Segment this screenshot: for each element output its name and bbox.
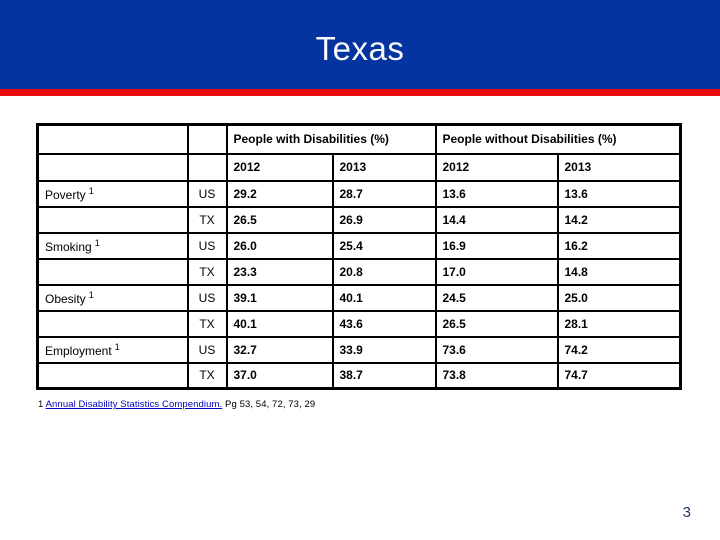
value-cell: 26.5 [434, 309, 559, 338]
value-cell: 73.8 [434, 361, 559, 390]
row-label-text: Obesity [45, 291, 86, 306]
page-number: 3 [682, 504, 691, 521]
value-cell: 14.2 [556, 205, 682, 234]
compendium-link[interactable]: Annual Disability Statistics Compendium. [45, 399, 223, 410]
row-label-text: Smoking [45, 239, 92, 254]
corner-cell-geo [186, 123, 228, 155]
row-label-footnote-ref: 1 [88, 185, 94, 196]
corner-cell-label [36, 123, 189, 155]
title-banner: Texas [0, 0, 720, 89]
value-cell: 39.1 [225, 283, 334, 312]
value-cell: 16.2 [556, 231, 682, 260]
year-header-2012-pwod: 2012 [434, 152, 559, 182]
year-header-2013-pwd: 2013 [331, 152, 437, 182]
disability-statistics-table: People with Disabilities (%) People with… [36, 123, 682, 390]
row-label-cell: Poverty 1 [36, 179, 189, 208]
value-cell: 24.5 [434, 283, 559, 312]
group-header-with-disabilities: People with Disabilities (%) [225, 123, 437, 155]
slide-title: Texas [315, 29, 405, 67]
value-cell: 17.0 [434, 257, 559, 286]
row-label-text: Poverty [45, 187, 86, 202]
value-cell: 73.6 [434, 335, 559, 364]
value-cell: 13.6 [434, 179, 559, 208]
value-cell: 23.3 [225, 257, 334, 286]
table-group-header-row: People with Disabilities (%) People with… [36, 123, 682, 155]
row-label-cell: Obesity 1 [36, 283, 189, 312]
value-cell: 74.2 [556, 335, 682, 364]
group-header-without-disabilities: People without Disabilities (%) [434, 123, 682, 155]
table-row: Smoking 1 US 26.0 25.4 16.9 16.2 [36, 231, 682, 260]
value-cell: 38.7 [331, 361, 437, 390]
table-row: TX 23.3 20.8 17.0 14.8 [36, 257, 682, 286]
value-cell: 37.0 [225, 361, 334, 390]
row-label-cell [36, 361, 189, 390]
geo-cell: TX [186, 361, 228, 390]
red-divider [0, 89, 720, 96]
geo-cell: US [186, 283, 228, 312]
value-cell: 14.8 [556, 257, 682, 286]
value-cell: 20.8 [331, 257, 437, 286]
table-row: TX 26.5 26.9 14.4 14.2 [36, 205, 682, 234]
year-header-2013-pwod: 2013 [556, 152, 682, 182]
table-row: TX 40.1 43.6 26.5 28.1 [36, 309, 682, 338]
row-label-text: Employment [45, 343, 112, 358]
geo-cell: TX [186, 257, 228, 286]
value-cell: 29.2 [225, 179, 334, 208]
value-cell: 14.4 [434, 205, 559, 234]
geo-cell: US [186, 231, 228, 260]
row-label-cell [36, 309, 189, 338]
table-row: Poverty 1 US 29.2 28.7 13.6 13.6 [36, 179, 682, 208]
footnote-pages: Pg 53, 54, 72, 73, 29 [222, 399, 316, 410]
geo-cell: US [186, 335, 228, 364]
table-year-header-row: 2012 2013 2012 2013 [36, 152, 682, 182]
corner-cell-label [36, 152, 189, 182]
row-label-footnote-ref: 1 [88, 289, 94, 300]
year-header-2012-pwd: 2012 [225, 152, 334, 182]
value-cell: 25.4 [331, 231, 437, 260]
footnote-marker: 1 [38, 399, 46, 410]
value-cell: 74.7 [556, 361, 682, 390]
corner-cell-geo [186, 152, 228, 182]
row-label-cell [36, 205, 189, 234]
row-label-cell: Employment 1 [36, 335, 189, 364]
value-cell: 28.7 [331, 179, 437, 208]
value-cell: 13.6 [556, 179, 682, 208]
table-row: Obesity 1 US 39.1 40.1 24.5 25.0 [36, 283, 682, 312]
row-label-footnote-ref: 1 [94, 237, 100, 248]
table-row: TX 37.0 38.7 73.8 74.7 [36, 361, 682, 390]
table-row: Employment 1 US 32.7 33.9 73.6 74.2 [36, 335, 682, 364]
geo-cell: US [186, 179, 228, 208]
row-label-cell: Smoking 1 [36, 231, 189, 260]
value-cell: 25.0 [556, 283, 682, 312]
value-cell: 16.9 [434, 231, 559, 260]
value-cell: 32.7 [225, 335, 334, 364]
value-cell: 40.1 [225, 309, 334, 338]
geo-cell: TX [186, 205, 228, 234]
footnote: 1 Annual Disability Statistics Compendiu… [38, 399, 315, 410]
value-cell: 43.6 [331, 309, 437, 338]
row-label-cell [36, 257, 189, 286]
value-cell: 26.9 [331, 205, 437, 234]
row-label-footnote-ref: 1 [114, 341, 120, 352]
geo-cell: TX [186, 309, 228, 338]
value-cell: 40.1 [331, 283, 437, 312]
value-cell: 26.5 [225, 205, 334, 234]
value-cell: 33.9 [331, 335, 437, 364]
value-cell: 28.1 [556, 309, 682, 338]
value-cell: 26.0 [225, 231, 334, 260]
